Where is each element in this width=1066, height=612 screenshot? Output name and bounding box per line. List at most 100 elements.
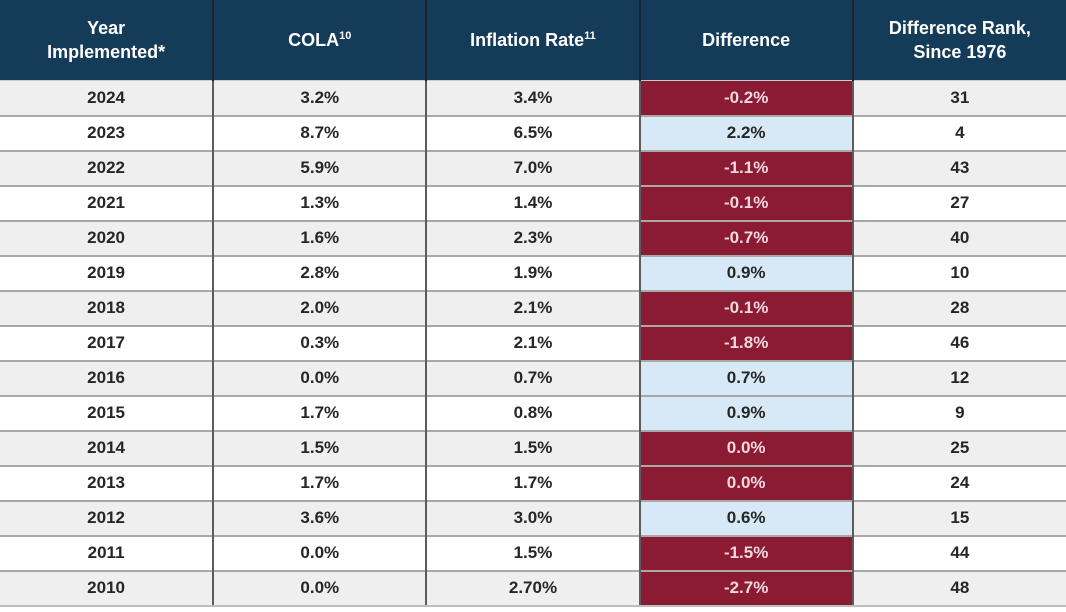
year-cell: 2022 <box>0 149 214 186</box>
rank-cell: 12 <box>851 359 1066 396</box>
inflation-cell: 7.0% <box>425 149 640 186</box>
rank-cell: 48 <box>851 569 1066 607</box>
cola-cell: 0.0% <box>212 534 427 571</box>
difference-cell: -0.2% <box>638 80 853 116</box>
cola-cell: 0.0% <box>212 359 427 396</box>
col-header-label: COLA <box>288 29 340 50</box>
col-header-label: Difference Rank, Since 1976 <box>888 17 1031 62</box>
rank-cell: 9 <box>851 394 1066 431</box>
table-row: 2019 2.8% 1.9% 0.9% 10 <box>0 254 1066 291</box>
rank-cell: 46 <box>851 324 1066 361</box>
cola-cell: 5.9% <box>212 149 427 186</box>
col-header-difference: Difference <box>638 0 853 81</box>
rank-cell: 31 <box>851 80 1066 116</box>
rank-cell: 25 <box>851 429 1066 466</box>
year-cell: 2024 <box>87 87 125 107</box>
difference-cell: -2.7% <box>638 569 853 607</box>
year-cell: 2023 <box>0 114 214 151</box>
cola-cell: 2.0% <box>212 289 427 326</box>
year-cell: 2021 <box>0 184 214 221</box>
inflation-cell: 2.3% <box>425 219 640 256</box>
rank-cell: 27 <box>851 184 1066 221</box>
inflation-cell: 2.70% <box>425 569 640 607</box>
inflation-cell: 1.7% <box>425 464 640 501</box>
table-row: 2020 1.6% 2.3% -0.7% 40 <box>0 219 1066 256</box>
cola-cell: 8.7% <box>212 114 427 151</box>
year-cell: 2018 <box>0 289 214 326</box>
header-row: Year Implemented* COLA10 Inflation Rate1… <box>0 0 1066 81</box>
inflation-cell: 3.0% <box>425 499 640 536</box>
cola-cell: 1.6% <box>212 219 427 256</box>
difference-cell: 0.0% <box>638 429 853 466</box>
inflation-cell: 3.4% <box>425 80 640 116</box>
cola-cell: 0.3% <box>212 324 427 361</box>
rank-cell: 28 <box>851 289 1066 326</box>
cola-cell: 2.8% <box>212 254 427 291</box>
footnote-marker: 10 <box>339 29 352 42</box>
table-row: 2015 1.7% 0.8% 0.9% 9 <box>0 394 1066 431</box>
col-header-label: Year Implemented* <box>47 17 166 62</box>
col-header-label: Inflation Rate <box>470 29 585 50</box>
year-cell: 2010 <box>0 569 214 607</box>
rank-cell: 24 <box>851 464 1066 501</box>
year-cell: 2012 <box>0 499 214 536</box>
year-cell: 2016 <box>0 359 214 396</box>
table-row: 2023 8.7% 6.5% 2.2% 4 <box>0 114 1066 151</box>
difference-cell: -0.1% <box>638 184 853 221</box>
cola-cell: 1.3% <box>212 184 427 221</box>
table-row: 2012 3.6% 3.0% 0.6% 15 <box>0 499 1066 536</box>
table-row: 2016 0.0% 0.7% 0.7% 12 <box>0 359 1066 396</box>
inflation-cell: 2.1% <box>425 324 640 361</box>
inflation-cell: 0.7% <box>425 359 640 396</box>
table-row: 2011 0.0% 1.5% -1.5% 44 <box>0 534 1066 571</box>
difference-cell: 0.9% <box>638 254 853 291</box>
table-row: 2013 1.7% 1.7% 0.0% 24 <box>0 464 1066 501</box>
rank-cell: 43 <box>851 149 1066 186</box>
col-header-cola: COLA10 <box>212 0 427 81</box>
table-row: 2021 1.3% 1.4% -0.1% 27 <box>0 184 1066 221</box>
col-header-inflation-rate: Inflation Rate11 <box>425 0 640 81</box>
col-header-label: Difference <box>702 29 791 50</box>
year-cell: 2011 <box>0 534 214 571</box>
difference-cell: 0.9% <box>638 394 853 431</box>
difference-cell: 0.7% <box>638 359 853 396</box>
inflation-cell: 0.8% <box>425 394 640 431</box>
rank-cell: 10 <box>851 254 1066 291</box>
inflation-cell: 1.4% <box>425 184 640 221</box>
year-cell: 2013 <box>0 464 214 501</box>
cola-cell: 0.0% <box>212 569 427 607</box>
col-header-difference-rank: Difference Rank, Since 1976 <box>851 0 1066 81</box>
rank-cell: 4 <box>851 114 1066 151</box>
inflation-cell: 1.9% <box>425 254 640 291</box>
rank-cell: 40 <box>851 219 1066 256</box>
table-row: 2018 2.0% 2.1% -0.1% 28 <box>0 289 1066 326</box>
difference-cell: 0.0% <box>638 464 853 501</box>
difference-cell: -0.7% <box>638 219 853 256</box>
col-header-year-implemented: Year Implemented* <box>0 0 214 81</box>
difference-cell: -1.8% <box>638 324 853 361</box>
year-cell: 2019 <box>0 254 214 291</box>
year-cell: 2014 <box>0 429 214 466</box>
inflation-cell: 6.5% <box>425 114 640 151</box>
inflation-cell: 1.5% <box>425 429 640 466</box>
cola-cell: 1.7% <box>212 464 427 501</box>
rank-cell: 44 <box>851 534 1066 571</box>
table-row: 2014 1.5% 1.5% 0.0% 25 <box>0 429 1066 466</box>
difference-cell: 2.2% <box>638 114 853 151</box>
table-row: 2024 3.2% 3.4% -0.2% 31 <box>0 80 1066 116</box>
year-cell: 2015 <box>0 394 214 431</box>
difference-cell: 0.6% <box>638 499 853 536</box>
table-row: 2022 5.9% 7.0% -1.1% 43 <box>0 149 1066 186</box>
cola-cell: 1.7% <box>212 394 427 431</box>
inflation-cell: 1.5% <box>425 534 640 571</box>
cola-cell: 3.2% <box>212 80 427 116</box>
cola-cell: 1.5% <box>212 429 427 466</box>
year-cell: 2020 <box>0 219 214 256</box>
rank-cell: 15 <box>851 499 1066 536</box>
inflation-cell: 2.1% <box>425 289 640 326</box>
difference-cell: -0.1% <box>638 289 853 326</box>
difference-cell: -1.1% <box>638 149 853 186</box>
cola-cell: 3.6% <box>212 499 427 536</box>
